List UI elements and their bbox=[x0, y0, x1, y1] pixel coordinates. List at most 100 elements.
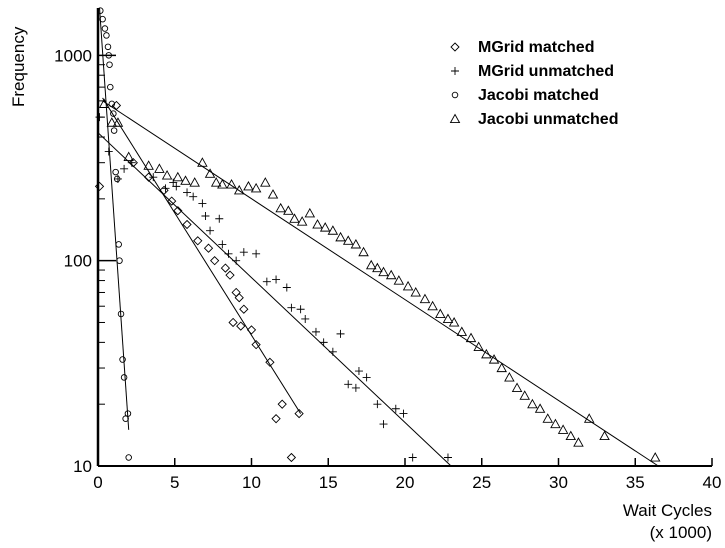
y-tick-label: 1000 bbox=[54, 46, 92, 65]
jacobi-unmatched-point bbox=[243, 180, 254, 191]
mgrid-matched-point bbox=[246, 325, 257, 335]
mgrid-matched-point bbox=[94, 181, 105, 192]
mgrid-matched-point bbox=[210, 256, 220, 266]
jacobi-unmatched-point bbox=[154, 163, 165, 173]
legend-jacobi-unmatched-marker bbox=[449, 113, 461, 124]
mgrid-matched-series bbox=[94, 100, 304, 463]
jacobi-unmatched-point bbox=[481, 348, 492, 359]
axes: 0 5 10 15 20 25 30 35 40 10 100 1000 bbox=[54, 8, 721, 492]
mgrid-matched-point bbox=[220, 263, 231, 273]
mgrid-unmatched-point bbox=[215, 214, 224, 223]
mgrid-unmatched-point bbox=[362, 373, 371, 382]
jacobi-unmatched-point bbox=[427, 300, 438, 311]
x-tick-label: 5 bbox=[170, 473, 179, 492]
mgrid-unmatched-point bbox=[149, 173, 158, 182]
y-tick-label: 100 bbox=[64, 252, 92, 271]
mgrid-matched-point bbox=[225, 270, 235, 280]
legend-mgrid-matched-label: MGrid matched bbox=[478, 39, 594, 56]
jacobi-unmatched-point bbox=[534, 403, 546, 413]
jacobi-unmatched-point bbox=[365, 259, 377, 270]
mgrid-unmatched-point bbox=[354, 367, 363, 376]
jacobi-matched-point bbox=[110, 127, 118, 134]
jacobi-unmatched-point bbox=[189, 177, 200, 187]
x-tick-label: 35 bbox=[626, 473, 645, 492]
mgrid-matched-point bbox=[239, 304, 249, 314]
jacobi-matched-series bbox=[97, 7, 132, 461]
jacobi-unmatched-point bbox=[350, 238, 362, 249]
jacobi-unmatched-point bbox=[410, 287, 422, 297]
mgrid-matched-point bbox=[144, 172, 154, 182]
mgrid-unmatched-point bbox=[127, 158, 136, 167]
mgrid-unmatched-point bbox=[328, 347, 337, 356]
mgrid-matched-point bbox=[182, 219, 192, 230]
data-points bbox=[94, 7, 661, 463]
mgrid-unmatched-point bbox=[379, 420, 388, 429]
mgrid-matched-fit-line bbox=[102, 97, 302, 414]
x-tick-label: 40 bbox=[703, 473, 722, 492]
mgrid-unmatched-point bbox=[198, 199, 207, 208]
jacobi-unmatched-point bbox=[250, 182, 262, 193]
jacobi-unmatched-point bbox=[233, 184, 245, 195]
jacobi-matched-point bbox=[116, 257, 123, 264]
mgrid-unmatched-point bbox=[287, 303, 296, 312]
mgrid-unmatched-point bbox=[351, 383, 360, 392]
jacobi-unmatched-point bbox=[226, 179, 237, 189]
mgrid-unmatched-point bbox=[252, 249, 261, 258]
jacobi-unmatched-point bbox=[442, 313, 454, 324]
mgrid-matched-point bbox=[236, 321, 246, 331]
mgrid-unmatched-point bbox=[399, 409, 408, 418]
jacobi-unmatched-point bbox=[378, 266, 389, 277]
legend-mgrid-unmatched-label: MGrid unmatched bbox=[478, 63, 614, 80]
jacobi-unmatched-point bbox=[465, 332, 477, 343]
jacobi-unmatched-point bbox=[448, 317, 460, 327]
mgrid-matched-point bbox=[271, 414, 281, 424]
jacobi-unmatched-point bbox=[358, 246, 369, 257]
mgrid-unmatched-point bbox=[319, 338, 328, 347]
jacobi-unmatched-point bbox=[519, 390, 530, 400]
x-tick-label: 30 bbox=[549, 473, 568, 492]
jacobi-unmatched-point bbox=[161, 170, 173, 180]
jacobi-matched-point bbox=[99, 15, 106, 23]
jacobi-unmatched-point bbox=[180, 175, 191, 185]
legend-jacobi-matched-label: Jacobi matched bbox=[478, 87, 599, 104]
jacobi-unmatched-point bbox=[504, 371, 515, 382]
jacobi-unmatched-point bbox=[342, 235, 354, 245]
jacobi-matched-point bbox=[117, 310, 125, 318]
mgrid-matched-point bbox=[277, 399, 287, 409]
jacobi-unmatched-point bbox=[98, 98, 110, 108]
mgrid-unmatched-point bbox=[120, 164, 129, 173]
mgrid-unmatched-point bbox=[301, 314, 310, 323]
x-tick-label: 15 bbox=[319, 473, 338, 492]
mgrid-unmatched-point bbox=[239, 248, 248, 257]
jacobi-unmatched-point bbox=[123, 151, 134, 161]
mgrid-unmatched-point bbox=[282, 283, 291, 292]
jacobi-matched-point bbox=[120, 374, 128, 381]
jacobi-unmatched-point bbox=[496, 362, 507, 373]
x-tick-label: 10 bbox=[242, 473, 261, 492]
jacobi-unmatched-point bbox=[283, 205, 294, 215]
jacobi-unmatched-point bbox=[473, 341, 484, 351]
jacobi-unmatched-point bbox=[565, 430, 577, 441]
jacobi-unmatched-point bbox=[402, 280, 414, 291]
jacobi-matched-point bbox=[125, 454, 132, 461]
mgrid-unmatched-point bbox=[201, 212, 210, 221]
mgrid-unmatched-point bbox=[336, 329, 345, 338]
mgrid-matched-point bbox=[231, 287, 241, 298]
mgrid-unmatched-point bbox=[218, 240, 227, 249]
jacobi-matched-point bbox=[119, 356, 126, 363]
mgrid-unmatched-point bbox=[311, 327, 320, 336]
mgrid-matched-point bbox=[234, 293, 244, 303]
x-tick-label: 0 bbox=[93, 473, 102, 492]
jacobi-unmatched-point bbox=[319, 222, 331, 232]
mgrid-matched-point bbox=[128, 158, 138, 168]
jacobi-unmatched-point bbox=[385, 269, 397, 280]
mgrid-unmatched-point bbox=[272, 275, 281, 284]
jacobi-matched-point bbox=[108, 100, 116, 108]
legend-mgrid-unmatched-marker bbox=[451, 67, 459, 75]
jacobi-unmatched-point bbox=[488, 354, 500, 364]
jacobi-unmatched-point bbox=[312, 219, 323, 229]
mgrid-unmatched-point bbox=[224, 249, 233, 258]
jacobi-unmatched-point bbox=[372, 262, 383, 273]
mgrid-matched-point bbox=[111, 100, 122, 111]
